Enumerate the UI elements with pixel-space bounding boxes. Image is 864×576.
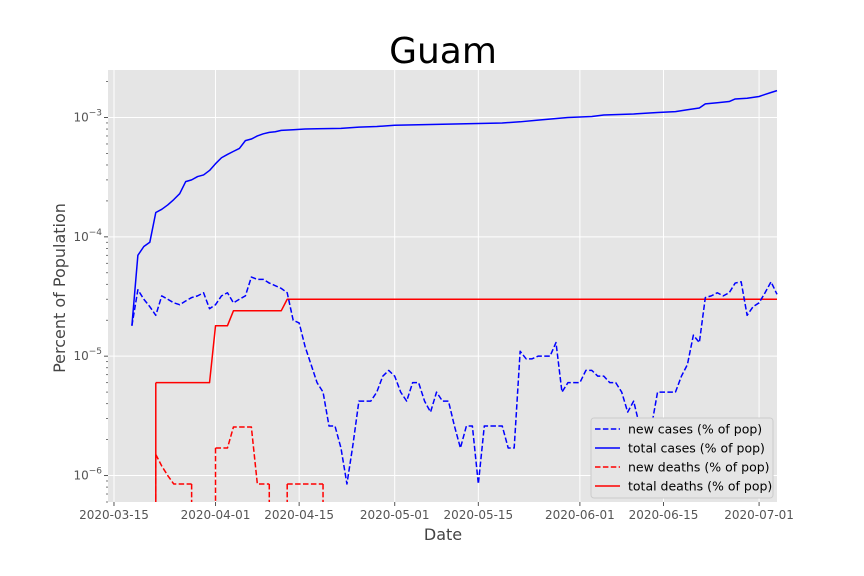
x-tick-label: 2020-05-15 [443, 508, 513, 522]
legend-new-deaths: new deaths (% of pop) [595, 460, 770, 475]
y-tick-label: 10−6 [73, 467, 102, 483]
legend-total-cases: total cases (% of pop) [595, 441, 765, 456]
new-deaths-line-segment [215, 426, 270, 485]
y-axis-label: Percent of Population [50, 203, 69, 373]
x-tick-label: 2020-07-01 [724, 508, 794, 522]
chart-title: Guam [389, 31, 497, 72]
y-tick-label: 10−5 [73, 347, 102, 363]
x-axis-label: Date [424, 525, 462, 544]
gridlines [108, 70, 777, 502]
legend-label: total cases (% of pop) [628, 441, 765, 456]
y-tick-label: 10−4 [73, 228, 102, 244]
x-tick-label: 2020-06-01 [545, 508, 615, 522]
series-layer [131, 89, 778, 502]
x-tick-label: 2020-05-01 [360, 508, 430, 522]
total-cases-line [131, 89, 778, 326]
legend: new cases (% of pop) total cases (% of po… [590, 417, 774, 499]
x-tick-label: 2020-04-15 [264, 508, 334, 522]
legend-label: total deaths (% of pop) [628, 479, 772, 494]
x-tick-label: 2020-06-15 [629, 508, 699, 522]
legend-new-cases: new cases (% of pop) [595, 422, 762, 437]
new-deaths-line-segment [155, 454, 192, 485]
y-tick-label: 10−3 [73, 108, 102, 124]
new-cases-line [131, 276, 778, 485]
legend-total-deaths: total deaths (% of pop) [595, 479, 772, 494]
tick-labels: 2020-03-15 2020-04-01 2020-04-15 2020-05-01… [73, 108, 794, 522]
legend-label: new cases (% of pop) [628, 422, 762, 437]
x-tick-label: 2020-03-15 [79, 508, 149, 522]
x-tick-label: 2020-04-01 [181, 508, 251, 522]
legend-label: new deaths (% of pop) [628, 460, 770, 475]
minor-ticks [106, 81, 108, 503]
total-deaths-line [155, 298, 777, 384]
legend-box [590, 417, 774, 499]
